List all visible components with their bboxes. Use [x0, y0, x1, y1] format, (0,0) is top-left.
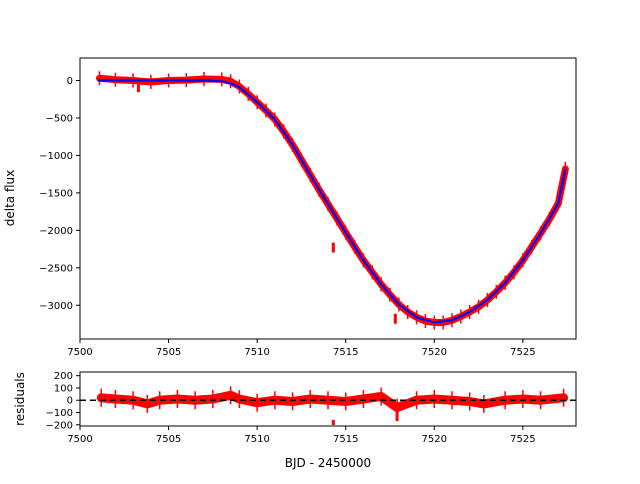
y-tick-label: −3000 [39, 301, 73, 312]
y-tick-label: −1500 [39, 188, 73, 199]
x-tick-label: 7510 [244, 347, 269, 358]
main-model-series [97, 79, 567, 324]
x-tick-label: 7525 [510, 347, 535, 358]
residuals-data-series [96, 386, 569, 425]
y-tick-label: −200 [46, 420, 73, 431]
x-tick-label: 7520 [422, 347, 447, 358]
y-tick-label: −500 [46, 113, 73, 124]
residuals-y-axis-label: residuals [13, 372, 27, 426]
main-panel: 7500 7505 7510 7515 7520 7525 0 −500 −1000 −1500… [3, 57, 577, 358]
x-tick-label: 7505 [156, 434, 181, 445]
x-tick-label: 7500 [67, 434, 92, 445]
y-tick-label: −100 [46, 408, 73, 419]
y-tick-label: 100 [54, 383, 73, 394]
x-tick-label: 7500 [67, 347, 92, 358]
y-tick-label: −2500 [39, 263, 73, 274]
x-tick-label: 7505 [156, 347, 181, 358]
main-x-axis: 7500 7505 7510 7515 7520 7525 [67, 339, 536, 358]
main-y-axis-label: delta flux [3, 170, 17, 226]
x-tick-label: 7510 [244, 434, 269, 445]
y-tick-label: 200 [54, 371, 73, 382]
x-tick-label: 7515 [333, 434, 358, 445]
data-band [96, 74, 569, 326]
x-tick-label: 7525 [510, 434, 535, 445]
y-tick-label: 0 [67, 76, 73, 87]
x-tick-label: 7520 [422, 434, 447, 445]
residuals-band [96, 390, 569, 413]
residuals-plot-frame [79, 371, 577, 427]
residuals-x-axis-label: BJD - 2450000 [285, 456, 371, 470]
y-tick-label: 0 [67, 396, 73, 407]
main-plot-frame [79, 57, 577, 340]
y-tick-label: −2000 [39, 226, 73, 237]
x-tick-label: 7515 [333, 347, 358, 358]
residuals-x-axis: 7500 7505 7510 7515 7520 7525 [67, 426, 536, 445]
model-line [97, 79, 567, 324]
main-y-axis: 0 −500 −1000 −1500 −2000 −2500 −3000 [39, 76, 80, 312]
y-tick-label: −1000 [39, 151, 73, 162]
